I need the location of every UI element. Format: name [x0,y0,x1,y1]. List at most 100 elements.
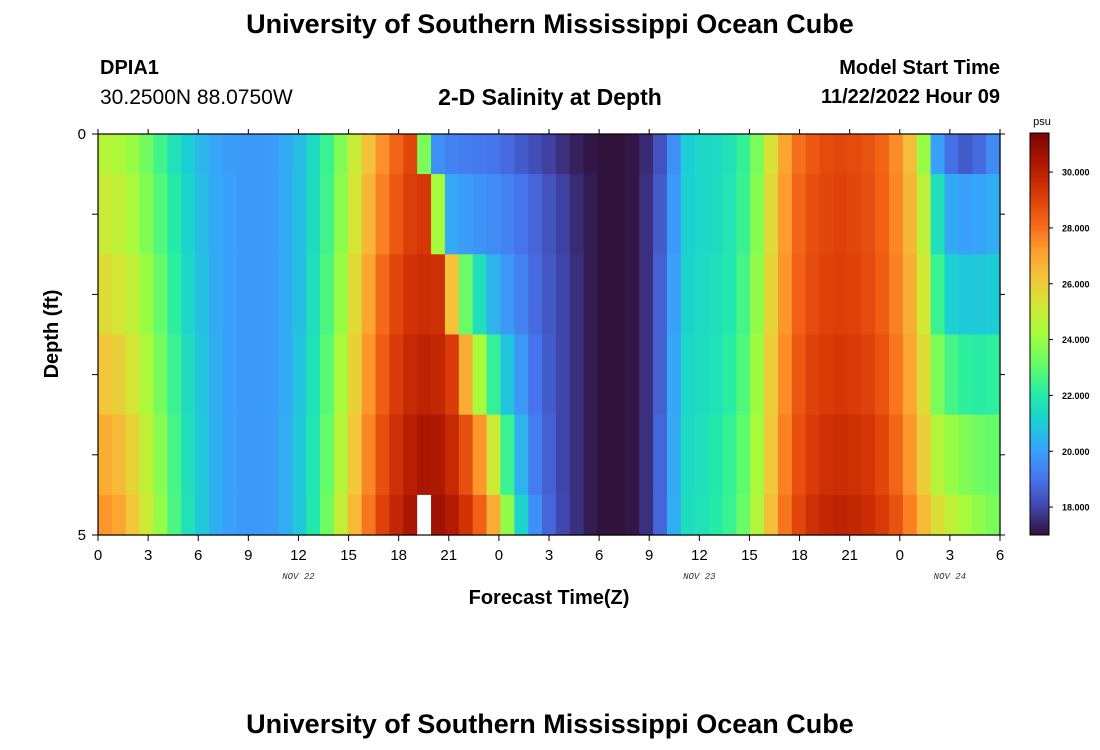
heatmap-cell [764,254,779,336]
heatmap-cell [944,134,959,175]
heatmap-cell [583,334,599,416]
heatmap-cell [375,134,391,175]
heatmap-cell [514,254,529,336]
heatmap-cell [791,334,807,416]
heatmap-cell [486,254,502,336]
heatmap-cell [791,174,807,255]
heatmap-cell [805,134,821,175]
heatmap-cell [875,254,890,336]
heatmap-cell [347,494,363,536]
heatmap-cell [306,334,321,416]
heatmap-cell [458,334,474,416]
heatmap-cell [458,414,474,496]
heatmap-cell [389,414,404,496]
heatmap-cell [958,414,973,496]
heatmap-cell [861,134,876,175]
heatmap-cell [736,414,751,496]
heatmap-cell [972,334,987,416]
heatmap-cell [569,494,585,536]
heatmap-cell [333,254,349,336]
x-tick-label: 21 [440,547,457,564]
heatmap-cell [320,134,335,175]
heatmap-cell [209,254,224,336]
heatmap-cell [875,414,890,496]
heatmap-cell [597,414,613,496]
heatmap-cell [764,134,779,175]
heatmap-cell [930,134,946,175]
heatmap-cell [472,134,488,175]
heatmap-cell [764,494,779,536]
heatmap-cell [278,174,293,255]
date-labels: NOV 22 NOV 23 NOV 24 [282,572,966,582]
heatmap-cell [888,174,904,255]
heatmap-cell [528,334,543,416]
heatmap-cell [98,494,113,536]
heatmap-cell [944,334,959,416]
heatmap-cell [639,414,654,496]
heatmap-cell [417,414,432,496]
heatmap-cell [819,494,835,536]
heatmap-cell [528,414,543,496]
heatmap-cell [250,334,266,416]
heatmap-cell [777,334,793,416]
station-id: DPIA1 [100,57,159,79]
heatmap-cell [764,334,779,416]
heatmap-cell [361,414,377,496]
heatmap-cell [500,134,515,175]
heatmap-cell [181,254,196,336]
heatmap-cell [986,254,1001,336]
heatmap-cell [250,174,266,255]
heatmap-cell [472,254,488,336]
heatmap-cell [403,334,418,416]
heatmap-cell [444,134,460,175]
heatmap-cell [569,414,585,496]
heatmap-cell [250,494,266,536]
x-tick-label: 15 [741,547,758,564]
heatmap-cell [736,134,751,175]
heatmap-cell [639,254,654,336]
heatmap-cell [514,134,529,175]
heatmap-cell [98,174,113,255]
heatmap-cell [181,334,196,416]
heatmap-cell [639,334,654,416]
heatmap-cell [139,494,155,536]
heatmap-cell [861,414,876,496]
heatmap-cell [209,494,224,536]
heatmap-cell [680,134,696,175]
heatmap-cell [736,174,751,255]
heatmap-cell [444,254,460,336]
heatmap-cell [902,254,918,336]
heatmap-cell [625,414,640,496]
heatmap-cell [375,414,391,496]
heatmap-cell [486,134,502,175]
heatmap-cell [902,494,918,536]
heatmap-cell [486,334,502,416]
heatmap-cell [694,494,710,536]
heatmap-cell [195,334,210,416]
heatmap-cell [500,334,515,416]
heatmap-cell [666,254,682,336]
heatmap-cell [278,494,293,536]
colorbar-tick-label: 18.000 [1062,503,1090,513]
heatmap-cell [972,494,987,536]
colorbar-tick-label: 26.000 [1062,279,1090,289]
heatmap-cell [736,494,751,536]
heatmap-cell [750,494,765,536]
heatmap-cell [195,134,210,175]
heatmap-cell [514,414,529,496]
x-tick-label: 9 [244,547,252,564]
heatmap-cell [972,174,987,255]
heatmap-cell [666,334,682,416]
heatmap-cell [680,414,696,496]
heatmap-cell [542,334,557,416]
heatmap-cell [625,254,640,336]
x-tick-label: 3 [946,547,954,564]
heatmap-cell [930,174,946,255]
heatmap-cell [195,494,210,536]
heatmap-cell [708,334,724,416]
heatmap-cell [708,254,724,336]
heatmap-cell [111,254,127,336]
heatmap-cell [209,414,224,496]
heatmap-cell [458,174,474,255]
heatmap-cell [791,134,807,175]
